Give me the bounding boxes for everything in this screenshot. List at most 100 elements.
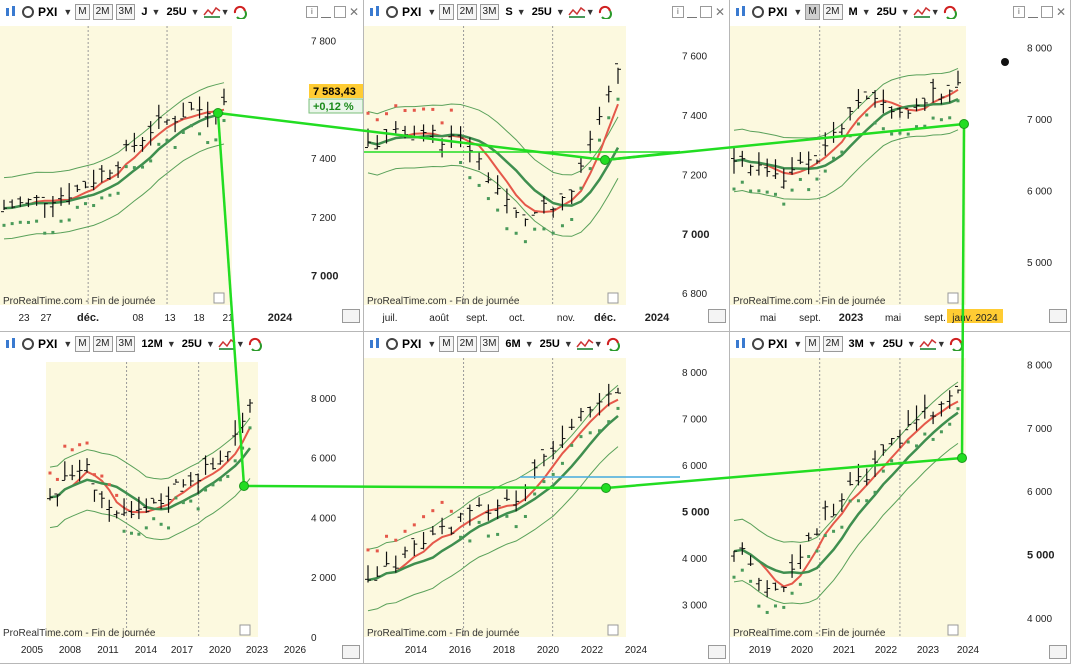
- indicators-icon[interactable]: [202, 5, 221, 19]
- candles-icon[interactable]: [734, 5, 748, 19]
- chevron-down-icon[interactable]: ▼: [930, 7, 940, 17]
- indicators-icon[interactable]: [913, 5, 931, 19]
- units-selector[interactable]: 25U: [882, 338, 903, 350]
- chart-panel-semiannual[interactable]: PXI ▼ M 2M 3M 6M ▼ 25U ▼ ▼ 8 000 7 000 6 000 5…: [364, 332, 730, 664]
- maximize-icon[interactable]: [1040, 6, 1053, 18]
- minimize-icon[interactable]: [320, 7, 331, 18]
- chevron-down-icon[interactable]: ▼: [593, 339, 603, 349]
- period-selector[interactable]: 3M: [848, 338, 864, 350]
- tf-button-3m[interactable]: 3M: [479, 336, 500, 352]
- symbol-selector[interactable]: PXI: [402, 337, 422, 351]
- settings-icon[interactable]: [21, 337, 35, 351]
- refresh-icon[interactable]: [248, 337, 262, 352]
- tf-button-2m[interactable]: 2M: [456, 4, 477, 20]
- scroll-right-button[interactable]: [342, 645, 360, 659]
- chevron-down-icon[interactable]: ▼: [427, 7, 437, 17]
- close-icon[interactable]: ✕: [348, 5, 359, 19]
- tf-button-3m[interactable]: 3M: [479, 4, 500, 20]
- scroll-right-button[interactable]: [708, 645, 726, 659]
- chevron-down-icon[interactable]: ▼: [220, 7, 230, 17]
- tf-button-m[interactable]: M: [805, 4, 820, 20]
- settings-icon[interactable]: [385, 5, 399, 19]
- refresh-icon[interactable]: [943, 5, 957, 20]
- minimize-icon[interactable]: [686, 7, 697, 18]
- chevron-down-icon[interactable]: ▼: [151, 7, 161, 17]
- symbol-selector[interactable]: PXI: [768, 337, 788, 351]
- tf-button-2m[interactable]: 2M: [92, 4, 113, 20]
- indicators-icon[interactable]: [919, 337, 937, 351]
- chevron-down-icon[interactable]: ▼: [63, 7, 73, 17]
- settings-icon[interactable]: [751, 337, 765, 351]
- period-selector[interactable]: 6M: [505, 338, 521, 350]
- chevron-down-icon[interactable]: ▼: [585, 7, 595, 17]
- chevron-down-icon[interactable]: ▼: [936, 339, 946, 349]
- tf-button-m[interactable]: M: [75, 336, 90, 352]
- chevron-down-icon[interactable]: ▼: [190, 7, 200, 17]
- period-selector[interactable]: M: [848, 6, 858, 18]
- refresh-icon[interactable]: [598, 5, 612, 20]
- info-icon[interactable]: i: [671, 6, 684, 18]
- chevron-down-icon[interactable]: ▼: [205, 339, 215, 349]
- chart-canvas[interactable]: 8 000 7 000 6 000 5 000 mai sept. 2023 mai sept.…: [730, 0, 1071, 332]
- chevron-down-icon[interactable]: ▼: [563, 339, 573, 349]
- symbol-selector[interactable]: PXI: [768, 5, 788, 19]
- units-selector[interactable]: 25U: [181, 338, 202, 350]
- candles-icon[interactable]: [4, 5, 18, 19]
- maximize-icon[interactable]: [699, 6, 712, 18]
- chevron-down-icon[interactable]: ▼: [516, 7, 526, 17]
- settings-icon[interactable]: [21, 5, 35, 19]
- chart-canvas[interactable]: 8 000 7 000 6 000 5 000 4 000 2019 2020 2021 202…: [730, 332, 1071, 664]
- chart-panel-yearly[interactable]: PXI ▼ M 2M 3M 12M ▼ 25U ▼ ▼ 8 000 6 000 4 000…: [0, 332, 364, 664]
- refresh-icon[interactable]: [233, 5, 247, 20]
- tf-button-3m[interactable]: 3M: [115, 336, 136, 352]
- units-selector[interactable]: 25U: [539, 338, 560, 350]
- settings-icon[interactable]: [751, 5, 765, 19]
- chart-panel-monthly[interactable]: PXI ▼ M 2M M ▼ 25U ▼ ▼ i ✕ 8 000 7 000 6 000 5…: [730, 0, 1071, 332]
- chevron-down-icon[interactable]: ▼: [555, 7, 565, 17]
- info-icon[interactable]: i: [305, 6, 318, 18]
- chevron-down-icon[interactable]: ▼: [861, 7, 871, 17]
- candles-icon[interactable]: [368, 5, 382, 19]
- candles-icon[interactable]: [734, 337, 748, 351]
- indicators-icon[interactable]: [568, 5, 586, 19]
- period-selector[interactable]: 12M: [141, 338, 163, 350]
- refresh-icon[interactable]: [606, 337, 620, 352]
- chevron-down-icon[interactable]: ▼: [793, 339, 803, 349]
- units-selector[interactable]: 25U: [166, 6, 187, 18]
- units-selector[interactable]: 25U: [531, 6, 552, 18]
- tf-button-m[interactable]: M: [75, 4, 90, 20]
- chart-canvas[interactable]: 7 600 7 400 7 200 7 000 6 800 juil. août sept. o…: [364, 0, 730, 332]
- tf-button-m[interactable]: M: [805, 336, 820, 352]
- candles-icon[interactable]: [368, 337, 382, 351]
- period-selector[interactable]: S: [505, 6, 513, 18]
- chevron-down-icon[interactable]: ▼: [867, 339, 877, 349]
- chart-panel-weekly[interactable]: PXI ▼ M 2M 3M S ▼ 25U ▼ ▼ i ✕ 7 600 7 400 7 2…: [364, 0, 730, 332]
- chevron-down-icon[interactable]: ▼: [793, 7, 803, 17]
- chart-panel-quarterly[interactable]: PXI ▼ M 2M 3M ▼ 25U ▼ ▼ 8 000 7 000 6 000 5 00…: [730, 332, 1071, 664]
- chart-canvas[interactable]: 8 000 6 000 4 000 2 000 0 2005 2008 2011 2014 201…: [0, 332, 364, 664]
- scroll-right-button[interactable]: [342, 309, 360, 323]
- tf-button-2m[interactable]: 2M: [456, 336, 477, 352]
- chevron-down-icon[interactable]: ▼: [427, 339, 437, 349]
- tf-button-2m[interactable]: 2M: [92, 336, 113, 352]
- chevron-down-icon[interactable]: ▼: [63, 339, 73, 349]
- scroll-right-button[interactable]: [1049, 645, 1067, 659]
- tf-button-m[interactable]: M: [439, 336, 454, 352]
- period-selector[interactable]: J: [141, 6, 148, 18]
- candles-icon[interactable]: [4, 337, 18, 351]
- close-icon[interactable]: ✕: [714, 5, 725, 19]
- symbol-selector[interactable]: PXI: [38, 5, 58, 19]
- chevron-down-icon[interactable]: ▼: [906, 339, 916, 349]
- symbol-selector[interactable]: PXI: [38, 337, 58, 351]
- symbol-selector[interactable]: PXI: [402, 5, 422, 19]
- chart-canvas[interactable]: 8 000 7 000 6 000 5 000 4 000 3 000 2014 2016 20…: [364, 332, 730, 664]
- chevron-down-icon[interactable]: ▼: [524, 339, 534, 349]
- indicators-icon[interactable]: [576, 337, 594, 351]
- minimize-icon[interactable]: [1027, 7, 1038, 18]
- scroll-right-button[interactable]: [1049, 309, 1067, 323]
- scroll-right-button[interactable]: [708, 309, 726, 323]
- tf-button-3m[interactable]: 3M: [115, 4, 136, 20]
- chevron-down-icon[interactable]: ▼: [900, 7, 910, 17]
- chart-panel-daily[interactable]: PXI ▼ M 2M 3M J ▼ 25U ▼ ▼ i ✕ 7 800 7 400 7 2…: [0, 0, 364, 332]
- tf-button-2m[interactable]: 2M: [822, 4, 843, 20]
